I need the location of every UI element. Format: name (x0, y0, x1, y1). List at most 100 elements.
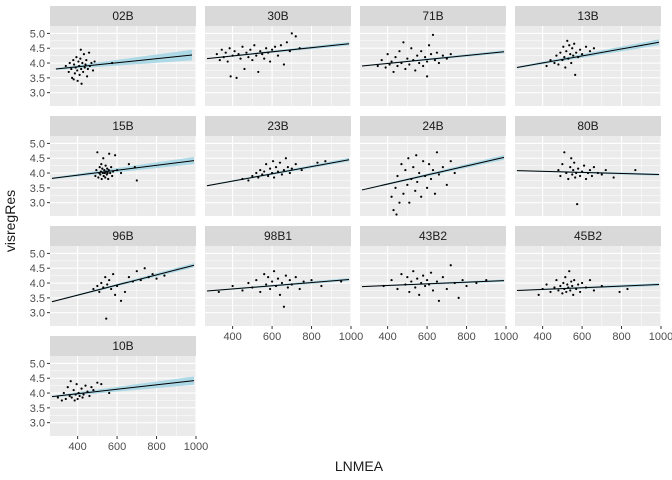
data-point (579, 290, 582, 294)
data-point (561, 163, 564, 166)
data-point (418, 61, 421, 65)
data-point (431, 168, 435, 172)
y-tick-label: 5.0 (30, 358, 45, 370)
data-point (284, 157, 287, 160)
data-point (235, 76, 238, 79)
x-tick-label: 400 (223, 331, 241, 343)
data-point (99, 173, 102, 176)
data-point (115, 168, 119, 172)
data-point (427, 283, 431, 286)
data-point (261, 173, 264, 176)
y-tick-label: 5.0 (30, 138, 45, 150)
data-point (105, 317, 108, 320)
data-point (97, 176, 100, 179)
data-point (563, 56, 566, 59)
data-point (562, 281, 565, 285)
data-point (155, 277, 158, 280)
facet-15b: 15B (50, 116, 196, 216)
data-point (567, 57, 570, 60)
data-point (270, 280, 274, 283)
data-point (406, 57, 409, 60)
data-point (559, 284, 562, 288)
data-point (284, 274, 287, 277)
data-point (433, 58, 437, 62)
data-point (414, 189, 417, 192)
data-point (425, 186, 429, 189)
data-point (280, 281, 284, 285)
y-tick-label: 5.0 (30, 28, 45, 40)
data-point (261, 53, 264, 56)
facet-plot-area (50, 26, 196, 106)
data-point (298, 47, 301, 50)
x-tick-label: 600 (108, 441, 126, 453)
y-tick-label: 4.0 (30, 388, 45, 400)
data-point (247, 179, 250, 182)
data-point (390, 195, 393, 198)
data-point (112, 273, 115, 276)
data-point (247, 56, 250, 59)
data-point (88, 394, 91, 398)
facet-plot-area (360, 246, 506, 326)
data-point (545, 64, 548, 68)
data-point (557, 63, 560, 66)
y-tick-label: 4.0 (30, 58, 45, 70)
data-point (404, 67, 407, 71)
data-point (418, 171, 421, 175)
data-point (249, 48, 252, 51)
data-point (382, 284, 385, 288)
data-point (441, 276, 444, 279)
x-tick-label: 400 (533, 331, 551, 343)
data-point (269, 60, 272, 63)
facet-strip-13b (515, 6, 661, 26)
data-point (95, 168, 98, 172)
data-point (565, 50, 568, 53)
data-point (324, 160, 327, 163)
data-point (571, 284, 574, 288)
data-point (577, 56, 580, 59)
data-point (429, 53, 433, 56)
data-point (320, 284, 323, 288)
data-point (87, 51, 91, 54)
x-tick-label: 1000 (184, 441, 208, 453)
data-point (288, 50, 291, 53)
y-axis-row-3: 3.0 3.5 4.0 4.5 5.0 (30, 248, 50, 320)
data-point (231, 284, 234, 288)
data-point (422, 274, 425, 277)
facet-30b: 30B (205, 6, 351, 106)
data-point (427, 44, 431, 47)
data-point (257, 176, 260, 179)
facet-strip-02b (50, 6, 196, 26)
data-point (400, 61, 403, 65)
data-point (579, 174, 582, 178)
data-point (422, 160, 425, 163)
regression-line (516, 284, 660, 291)
y-tick-label: 4.5 (30, 263, 45, 275)
data-point (570, 61, 573, 65)
x-tick-label: 800 (457, 331, 475, 343)
facet-strip-43b2 (360, 226, 506, 246)
facet-45b2: 45B2 (515, 226, 661, 326)
data-point (93, 60, 96, 63)
x-axis-col-3: 400 600 800 1000 (378, 326, 518, 343)
data-point (453, 171, 456, 175)
data-point (276, 54, 280, 57)
y-tick-label: 3.5 (30, 73, 45, 85)
data-point (465, 284, 468, 288)
data-point (571, 173, 574, 176)
facet-plot-area (50, 136, 196, 216)
data-point (101, 171, 104, 175)
data-point (420, 281, 423, 285)
data-point (564, 66, 567, 69)
data-point (241, 289, 244, 292)
data-point (103, 168, 106, 172)
data-point (584, 286, 588, 289)
y-tick-label: 4.0 (30, 168, 45, 180)
x-axis-col-1: 400 600 800 1000 (68, 436, 208, 453)
data-point (78, 73, 81, 76)
facet-strip-45b2 (515, 226, 661, 246)
data-point (115, 284, 119, 288)
data-point (282, 168, 286, 172)
data-point (404, 168, 407, 172)
data-point (437, 61, 441, 65)
facet-10b: 10B (50, 336, 196, 436)
